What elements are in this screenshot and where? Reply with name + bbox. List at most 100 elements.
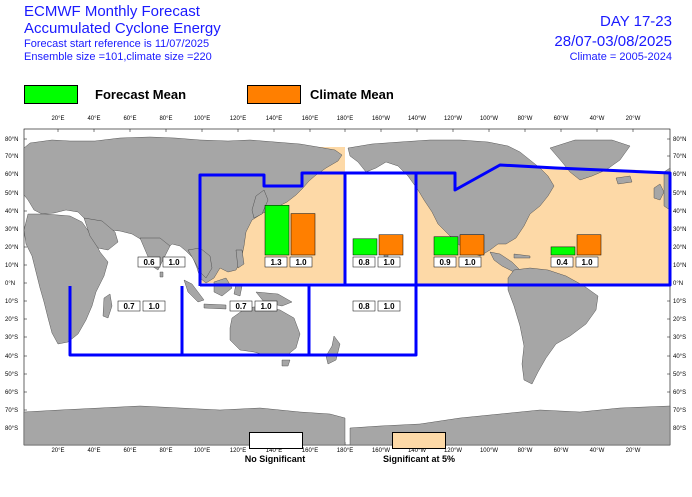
climate-mean-label: Climate Mean (310, 87, 394, 102)
lat-label: 10°S (5, 299, 18, 305)
iceland-landmass (615, 175, 633, 185)
lon-label: 80°E (159, 116, 172, 122)
climate-value: 1.0 (260, 302, 272, 311)
climate-mean-swatch (247, 85, 301, 104)
lon-label: 180°E (337, 448, 353, 454)
latitude-labels-right: 80°N 70°N 60°N 50°N 40°N 30°N 20°N 10°N 0°N 10°S 2… (673, 137, 686, 432)
forecast-value: 0.7 (235, 302, 247, 311)
south-america-landmass (507, 267, 599, 385)
climate-value-box (458, 256, 482, 268)
lat-label: 60°S (673, 390, 686, 396)
no-significant-swatch (249, 432, 303, 449)
lon-label: 40°W (590, 116, 605, 122)
forecast-value-box (352, 300, 376, 312)
new-guinea-landmass (255, 291, 293, 307)
basin-boundaries (68, 163, 672, 357)
forecast-value: 0.4 (556, 258, 568, 267)
sri-lanka-landmass (159, 271, 164, 278)
forecast-value-box (550, 256, 574, 268)
forecast-value: 0.8 (358, 302, 370, 311)
basin-value-boxes: 0.6 1.0 1.3 1.0 0.8 1.0 0.9 1.0 0.4 1.0 0.7 1.0 0.7 1… (117, 256, 599, 312)
java-landmass (203, 303, 227, 310)
lat-label: 80°S (5, 426, 18, 432)
climate-bar (378, 234, 404, 256)
lon-label: 120°E (230, 116, 246, 122)
lat-label: 80°N (5, 137, 18, 143)
lon-label: 60°W (554, 116, 569, 122)
climate-value-box (162, 256, 186, 268)
no-significant-label: No Significant (244, 454, 306, 464)
lat-label: 50°N (673, 191, 686, 197)
madagascar-landmass (102, 293, 113, 319)
forecast-value: 0.7 (123, 302, 135, 311)
lon-label: 160°E (302, 116, 318, 122)
lon-label: 120°W (444, 448, 462, 454)
lon-label: 40°E (87, 448, 100, 454)
climate-period: Climate = 2005-2024 (569, 51, 672, 63)
lon-label: 20°E (51, 116, 64, 122)
lon-label: 100°E (194, 116, 210, 122)
tasmania-landmass (281, 359, 291, 367)
lat-label: 40°N (673, 209, 686, 215)
lon-label: 100°E (194, 448, 210, 454)
lon-label: 140°W (408, 448, 426, 454)
forecast-mean-swatch (24, 85, 78, 104)
climate-bar (576, 234, 602, 256)
lat-label: 70°S (5, 408, 18, 414)
forecast-value-box (352, 256, 376, 268)
lat-label: 70°N (673, 154, 686, 160)
lon-label: 100°W (480, 448, 498, 454)
climate-value: 1.0 (295, 258, 307, 267)
lon-label: 140°E (266, 448, 282, 454)
sumatra-landmass (183, 279, 205, 303)
climate-value-box (142, 300, 166, 312)
lon-label: 60°E (123, 448, 136, 454)
nh-basins-border (198, 171, 347, 287)
lat-label: 30°S (673, 335, 686, 341)
japan-landmass (251, 189, 269, 219)
climate-value: 1.0 (383, 258, 395, 267)
product-name: Accumulated Cyclone Energy (24, 20, 221, 37)
date-range: 28/07-03/08/2025 (554, 33, 672, 50)
climate-value-box (575, 256, 599, 268)
lon-label: 80°W (518, 116, 533, 122)
climate-value-box (254, 300, 278, 312)
caribbean-landmass (513, 253, 531, 259)
lon-label: 120°E (230, 448, 246, 454)
longitude-labels-bottom: 20°E 40°E 60°E 80°E 100°E 120°E 140°E 160°E 180°… (51, 448, 640, 454)
lon-label: 140°E (266, 116, 282, 122)
new-zealand-landmass (325, 335, 341, 365)
longitude-labels-top: 20°E 40°E 60°E 80°E 100°E 120°E 140°E 160°E 180°… (51, 116, 640, 122)
lon-label: 180°E (337, 116, 353, 122)
lat-label: 50°S (673, 372, 686, 378)
lat-label: 40°S (5, 354, 18, 360)
forecast-value-box (137, 256, 161, 268)
lat-label: 80°S (673, 426, 686, 432)
lon-label: 80°E (159, 448, 172, 454)
forecast-value-box (264, 256, 288, 268)
forecast-mean-label: Forecast Mean (95, 87, 187, 102)
climate-value: 1.0 (383, 302, 395, 311)
forecast-bar (433, 236, 459, 256)
lat-label: 70°S (673, 408, 686, 414)
climate-value-box (377, 256, 401, 268)
climate-value: 1.0 (148, 302, 160, 311)
lon-label: 20°E (51, 448, 64, 454)
climate-bar (290, 213, 316, 256)
lat-label: 10°N (673, 263, 686, 269)
lat-label: 50°S (5, 372, 18, 378)
lat-label: 20°S (5, 317, 18, 323)
lat-label: 10°N (5, 263, 18, 269)
forecast-bar (264, 205, 290, 256)
climate-value-box (289, 256, 313, 268)
lat-label: 10°S (673, 299, 686, 305)
climate-value-box (377, 300, 401, 312)
lat-label: 20°N (673, 245, 686, 251)
lat-label: 70°N (5, 154, 18, 160)
lat-label: 40°N (5, 209, 18, 215)
india-landmass (139, 237, 171, 271)
start-reference: Forecast start reference is 11/07/2025 (24, 38, 210, 50)
lat-label: 60°N (5, 172, 18, 178)
uk-landmass (653, 183, 665, 201)
